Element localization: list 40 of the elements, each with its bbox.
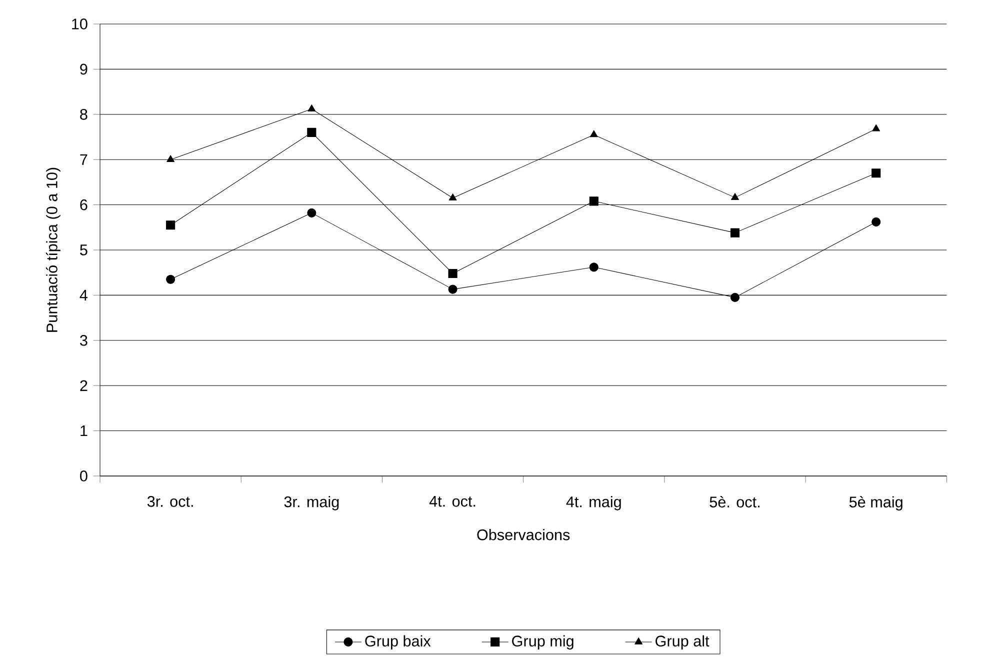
point <box>448 284 458 294</box>
point <box>448 193 457 200</box>
x-tick-label: 4t. oct. <box>429 496 476 507</box>
point <box>731 193 739 200</box>
point <box>308 104 316 112</box>
point <box>307 208 316 218</box>
point <box>166 155 175 162</box>
y-tick-label: 2 <box>80 380 88 391</box>
point <box>307 128 316 138</box>
y-tick-label: 0 <box>80 470 88 482</box>
y-tick-label: 1 <box>80 426 88 436</box>
x-tick-label: 5è. oct. <box>710 496 760 508</box>
legend-label: Grup alt <box>656 635 710 650</box>
y-tick-label: 7 <box>80 154 88 165</box>
x-tick-label: 3r. maig <box>284 496 339 510</box>
y-axis-title: Puntuació típica (0 a 10) <box>46 168 60 332</box>
legend-label: Grup baix <box>365 635 431 650</box>
point <box>589 262 598 272</box>
point <box>166 274 176 284</box>
x-tick-label: 4t. maig <box>566 496 621 510</box>
point <box>589 196 598 206</box>
point <box>872 124 880 132</box>
point <box>166 220 176 230</box>
point <box>872 168 881 178</box>
legend-label: Grup mig <box>512 635 574 650</box>
y-tick-label: 10 <box>72 18 88 30</box>
point <box>730 228 740 238</box>
y-tick-label: 4 <box>80 290 88 300</box>
y-tick-label: 9 <box>80 64 88 75</box>
x-tick-label: 5è maig <box>849 496 902 510</box>
x-axis-title: Observacions <box>477 529 570 540</box>
y-tick-label: 5 <box>80 244 88 256</box>
x-tick-label: 3r. oct. <box>147 496 193 507</box>
point <box>730 292 740 302</box>
point <box>590 130 598 138</box>
y-tick-label: 8 <box>80 108 88 120</box>
y-tick-label: 6 <box>80 199 88 210</box>
point <box>448 268 458 278</box>
point <box>872 217 881 226</box>
y-tick-label: 3 <box>80 334 88 346</box>
